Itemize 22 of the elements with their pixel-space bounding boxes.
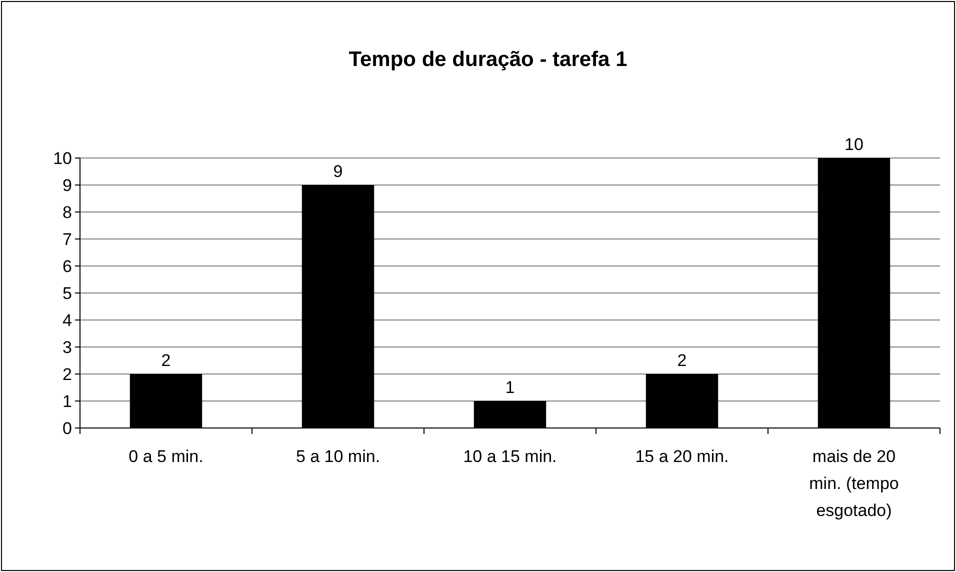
y-tick-label: 3 <box>62 338 72 357</box>
chart-title: Tempo de duração - tarefa 1 <box>348 48 628 71</box>
y-tick-label: 6 <box>62 256 72 276</box>
data-label: 9 <box>333 162 343 181</box>
x-tick-label: 10 a 15 min. <box>463 447 557 466</box>
y-tick-label: 9 <box>62 176 72 195</box>
data-label: 1 <box>505 378 515 397</box>
y-tick-label: 0 <box>62 418 72 438</box>
data-label: 2 <box>161 351 171 370</box>
x-tick-label: 5 a 10 min. <box>296 447 380 466</box>
data-label: 2 <box>677 351 687 370</box>
y-tick-label: 7 <box>62 230 72 249</box>
y-tick-label: 8 <box>62 202 72 222</box>
x-tick-label: 15 a 20 min. <box>635 447 729 466</box>
y-tick-label: 1 <box>62 392 72 411</box>
x-tick-label: mais de 20 min. (tempo esgotado) <box>809 447 899 520</box>
data-label: 10 <box>844 135 864 154</box>
x-tick-label: 0 a 5 min. <box>128 447 204 466</box>
y-tick-label: 5 <box>62 284 72 303</box>
y-tick-label: 2 <box>62 364 72 384</box>
y-tick-label: 4 <box>62 310 72 330</box>
y-tick-label: 10 <box>53 148 72 168</box>
